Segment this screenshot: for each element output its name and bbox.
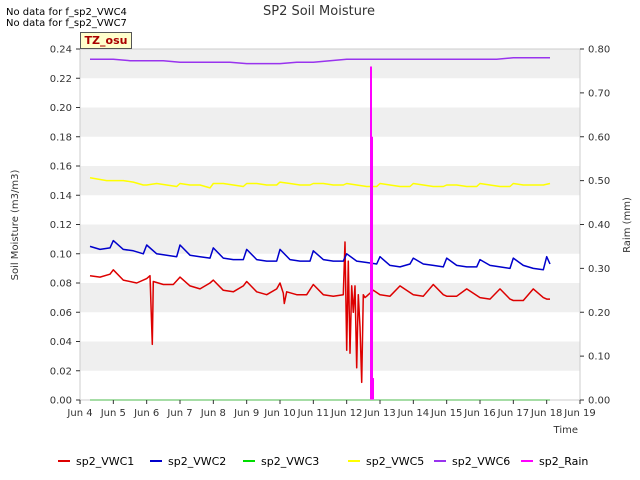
chart-title: SP2 Soil Moisture: [263, 4, 375, 19]
x-tick-label: Jun 5: [100, 408, 126, 419]
series-line-sp2_VWC6: [90, 57, 550, 65]
x-tick-label: Jun 10: [263, 408, 296, 419]
legend-label: sp2_VWC5: [366, 455, 424, 468]
y2-axis-label: Raim (mm): [622, 197, 633, 253]
x-tick-label: Jun 11: [297, 408, 330, 419]
y2-axis-ticks: 0.00 0.10 0.20 0.30 0.40 0.50 0.60 0.70 0.80: [580, 45, 610, 407]
x-axis-label: Time: [553, 425, 578, 436]
y2-tick-label: 0.80: [588, 45, 610, 56]
y2-tick-label: 0.50: [588, 176, 610, 187]
y-tick-label: 0.00: [50, 396, 72, 407]
x-tick-label: Jun 9: [233, 408, 259, 419]
series-line-sp2_VWC1: [89, 241, 550, 384]
y-tick-label: 0.20: [50, 103, 72, 114]
series-line-sp2_VWC2: [89, 239, 551, 271]
legend-label: sp2_Rain: [539, 455, 588, 468]
x-tick-label: Jun 12: [330, 408, 363, 419]
x-tick-label: Jun 18: [530, 408, 563, 419]
grid-band: [80, 283, 580, 313]
y-tick-label: 0.10: [50, 249, 72, 260]
x-axis-ticks: Jun 4 Jun 5 Jun 6 Jun 7 Jun 8 Jun 9 Jun 10 Jun …: [66, 400, 596, 419]
x-tick-label: Jun 13: [363, 408, 396, 419]
x-tick-label: Jun 14: [397, 408, 430, 419]
grid-band: [80, 224, 580, 254]
legend: sp2_VWC1 sp2_VWC2 sp2_VWC3 sp2_VWC5 sp2_VWC6…: [58, 455, 588, 468]
plot-bands: [80, 49, 580, 371]
grid-band: [80, 107, 580, 137]
y-axis-ticks: 0.00 0.02 0.04 0.06 0.08 0.10 0.12 0.14 0.16 0.18…: [50, 45, 80, 407]
x-tick-label: Jun 17: [497, 408, 530, 419]
legend-label: sp2_VWC2: [168, 455, 226, 468]
y2-tick-label: 0.20: [588, 308, 610, 319]
legend-label: sp2_VWC6: [452, 455, 510, 468]
site-badge: TZ_osu: [80, 32, 132, 49]
series-line-sp2_VWC5: [89, 176, 551, 189]
y2-tick-label: 0.30: [588, 264, 610, 275]
grid-band: [80, 49, 580, 79]
y-tick-label: 0.22: [50, 74, 72, 85]
legend-label: sp2_VWC1: [76, 455, 134, 468]
x-tick-label: Jun 19: [563, 408, 596, 419]
y2-tick-label: 0.70: [588, 88, 610, 99]
y2-tick-label: 0.40: [588, 220, 610, 231]
y-tick-label: 0.18: [50, 132, 72, 143]
grid-band: [80, 341, 580, 371]
y-tick-label: 0.12: [50, 220, 72, 231]
no-data-note-vwc4: No data for f_sp2_VWC4: [6, 7, 127, 18]
y2-tick-label: 0.10: [588, 352, 610, 363]
y-tick-label: 0.08: [50, 279, 72, 290]
x-tick-label: Jun 7: [166, 408, 192, 419]
y-tick-label: 0.24: [50, 45, 72, 56]
y-tick-label: 0.16: [50, 162, 72, 173]
x-tick-label: Jun 6: [133, 408, 159, 419]
y-tick-label: 0.04: [50, 337, 72, 348]
x-tick-label: Jun 15: [430, 408, 463, 419]
x-tick-label: Jun 4: [66, 408, 92, 419]
y-axis-label: Soil Moisture (m3/m3): [10, 170, 21, 281]
legend-label: sp2_VWC3: [261, 455, 319, 468]
y-tick-label: 0.06: [50, 308, 72, 319]
x-tick-label: Jun 8: [200, 408, 226, 419]
x-tick-label: Jun 16: [463, 408, 496, 419]
y2-tick-label: 0.00: [588, 396, 610, 407]
y-tick-label: 0.02: [50, 366, 72, 377]
y2-tick-label: 0.60: [588, 132, 610, 143]
grid-band: [80, 166, 580, 196]
no-data-note-vwc7: No data for f_sp2_VWC7: [6, 18, 127, 29]
y-tick-label: 0.14: [50, 191, 72, 202]
